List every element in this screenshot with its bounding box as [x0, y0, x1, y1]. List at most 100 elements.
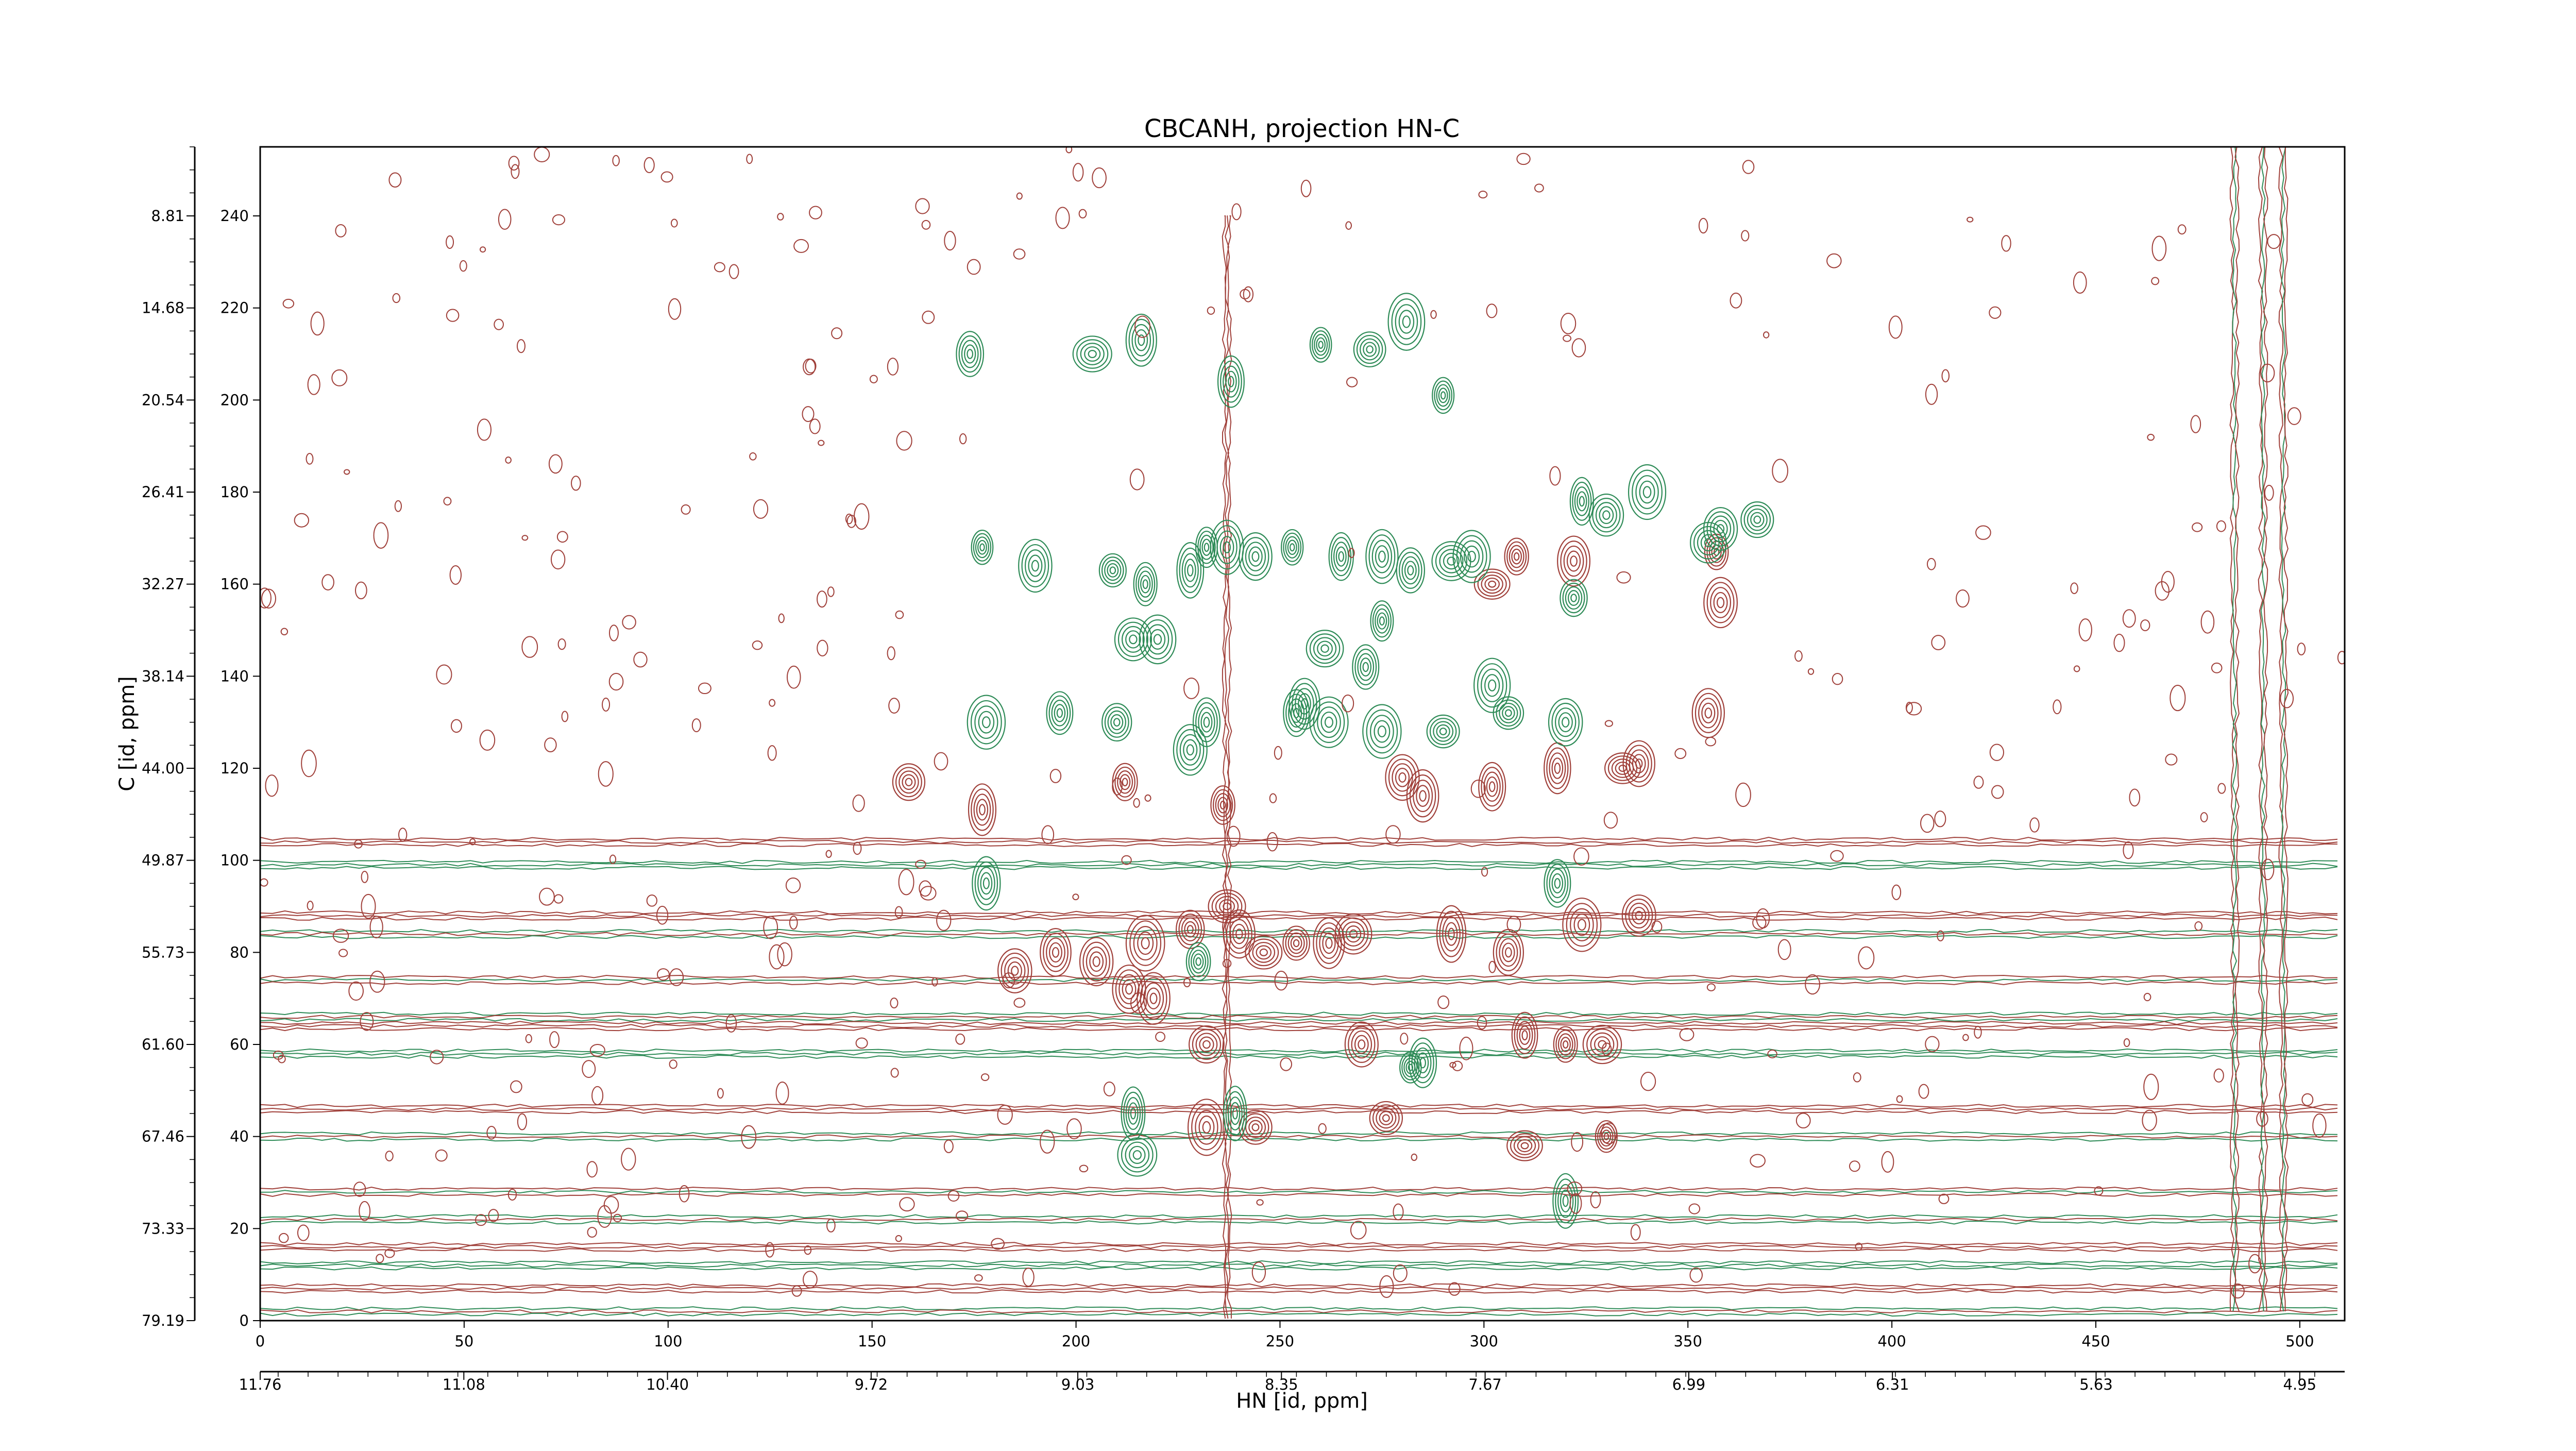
noise-contour: [2165, 753, 2178, 766]
positive-peak-contour: [1181, 917, 1199, 941]
noise-contour: [817, 590, 827, 608]
noise-contour: [1807, 668, 1815, 675]
noise-contour: [769, 944, 785, 970]
noise-contour: [521, 636, 538, 658]
positive-peak-contour: [1483, 771, 1501, 802]
positive-peak-contour: [1477, 571, 1507, 597]
positive-peak-contour: [1219, 800, 1226, 810]
negative-peak-contour: [1434, 380, 1453, 411]
noise-contour: [2151, 235, 2167, 261]
negative-peak-contour: [1375, 545, 1389, 568]
positive-peak-contour: [1586, 1028, 1618, 1060]
positive-peak-contour: [1208, 889, 1246, 923]
noise-contour: [915, 859, 926, 869]
positive-peak-contour: [1313, 917, 1345, 969]
x-ppm-tick-label: 9.03: [1061, 1376, 1095, 1393]
noise-contour: [1826, 253, 1842, 268]
negative-peak-contour: [1031, 560, 1039, 572]
positive-peak-contour: [1413, 780, 1433, 813]
noise-contour: [294, 513, 310, 528]
positive-peak-contour: [1223, 909, 1256, 959]
noise-contour: [1207, 306, 1215, 315]
negative-peak-contour: [1317, 640, 1333, 657]
noise-contour: [1730, 292, 1742, 309]
positive-peak-contour: [1555, 1030, 1576, 1059]
noise-contour: [369, 970, 385, 993]
noise-contour: [1121, 855, 1132, 865]
vertical-ridge-contour: [2281, 147, 2286, 1312]
negative-peak-contour: [1481, 668, 1504, 702]
negative-peak-contour: [1467, 550, 1476, 563]
noise-contour: [552, 214, 565, 226]
positive-peak-contour: [1703, 577, 1738, 629]
noise-contour: [376, 1254, 384, 1263]
noise-contour: [2264, 484, 2274, 501]
y-ppm-tick-label: 55.73: [142, 943, 184, 961]
baseline-ridge-contour: [260, 1248, 2338, 1252]
noise-contour: [1470, 779, 1486, 798]
negative-peak-contour: [1370, 715, 1394, 748]
y-axis-label: C [id, ppm]: [115, 676, 139, 791]
negative-peak-contour: [1426, 714, 1460, 749]
negative-peak-contour: [982, 877, 990, 889]
positive-peak-contour: [1499, 938, 1518, 967]
negative-peak-contour: [1588, 493, 1624, 537]
noise-contour: [769, 699, 776, 707]
noise-contour: [967, 259, 981, 275]
noise-contour: [384, 1248, 395, 1258]
negative-peak-contour: [972, 856, 1001, 911]
noise-contour: [831, 327, 843, 340]
positive-peak-contour: [1717, 597, 1725, 609]
noise-contour: [1777, 939, 1791, 960]
noise-contour: [1590, 1191, 1601, 1208]
noise-contour: [1616, 571, 1631, 584]
positive-peak-contour: [1706, 582, 1735, 623]
noise-contour: [955, 1033, 965, 1045]
noise-contour: [459, 260, 467, 272]
negative-peak-contour: [1186, 744, 1194, 756]
vertical-ridge-contour: [2278, 147, 2284, 1312]
positive-peak-contour: [1478, 762, 1506, 812]
positive-peak-contour: [1710, 587, 1732, 618]
noise-contour: [1534, 183, 1544, 193]
negative-peak-contour: [1173, 724, 1208, 776]
positive-peak-contour: [1259, 948, 1268, 956]
positive-peak-contour: [1635, 758, 1643, 769]
noise-contour: [1571, 338, 1586, 358]
noise-contour: [321, 574, 334, 590]
noise-contour: [1040, 1129, 1055, 1154]
negative-peak-contour: [1227, 1096, 1243, 1131]
noise-contour: [1486, 303, 1498, 318]
baseline-ridge-contour: [260, 866, 2338, 870]
noise-contour: [894, 906, 903, 919]
negative-peak-contour: [1309, 327, 1332, 363]
negative-peak-contour: [1404, 561, 1417, 580]
baseline-ridge-contour: [260, 1134, 2338, 1139]
positive-peak-contour: [1622, 740, 1655, 787]
negative-peak-contour: [1121, 1086, 1146, 1141]
negative-peak-contour: [977, 539, 987, 555]
negative-peak-contour: [970, 700, 1002, 745]
noise-contour: [1506, 916, 1521, 934]
noise-contour: [348, 981, 364, 1001]
noise-contour: [1385, 825, 1401, 844]
noise-contour: [845, 513, 853, 525]
noise-contour: [1251, 1261, 1266, 1283]
noise-contour: [361, 871, 368, 883]
positive-peak-contour: [1256, 945, 1272, 960]
noise-contour: [332, 929, 349, 943]
negative-peak-contour: [1122, 626, 1145, 653]
noise-contour: [1756, 908, 1770, 929]
noise-contour: [498, 209, 512, 230]
noise-contour: [1078, 209, 1087, 218]
noise-contour: [803, 1271, 818, 1289]
negative-peak-contour: [1493, 696, 1524, 730]
negative-peak-contour: [1372, 604, 1392, 638]
positive-peak-contour: [1248, 938, 1279, 967]
noise-contour: [669, 968, 684, 986]
noise-contour: [805, 359, 817, 374]
noise-contour: [2073, 271, 2087, 294]
noise-contour: [1698, 217, 1708, 234]
positive-peak-contour: [1195, 1033, 1218, 1056]
positive-peak-contour: [1223, 902, 1231, 910]
